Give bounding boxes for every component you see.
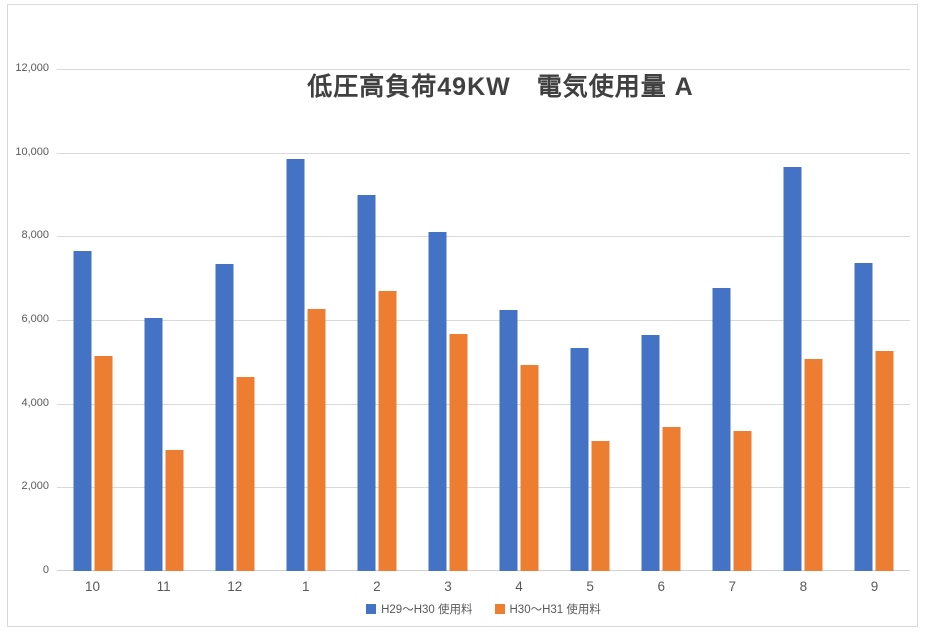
bar-series-2 [520, 364, 539, 571]
bar-series-2 [733, 431, 752, 571]
bar-group [428, 69, 468, 571]
bar-series-2 [378, 291, 397, 571]
bar-series-1 [641, 335, 660, 571]
legend-swatch-icon [366, 604, 377, 614]
bar-group [286, 69, 326, 571]
y-axis-tick-label: 0 [42, 564, 49, 576]
y-axis-tick-label: 6,000 [21, 313, 49, 325]
gridline [57, 487, 910, 489]
x-axis-category-label: 4 [515, 579, 523, 594]
bar-series-2 [449, 334, 468, 571]
bar-series-2 [236, 377, 255, 571]
chart-frame: 低圧高負荷49KW 電気使用量 A 0 2,000 4,000 6,000 8,000 1… [7, 4, 918, 627]
bar-series-1 [73, 250, 92, 571]
bar-series-1 [712, 287, 731, 571]
x-axis-category-label: 11 [156, 579, 171, 594]
legend-swatch-icon [494, 604, 505, 614]
x-axis-category-label: 5 [586, 579, 594, 594]
bar-series-1 [144, 317, 163, 571]
legend: H29～H30 使用料 H30～H31 使用料 [57, 601, 910, 617]
x-axis-category-label: 9 [870, 579, 879, 594]
bar-series-2 [662, 426, 681, 571]
legend-item-series-2: H30～H31 使用料 [494, 601, 601, 617]
y-axis: 0 2,000 4,000 6,000 8,000 10,000 12,000 [8, 62, 49, 576]
x-axis-category-label: 12 [227, 579, 243, 594]
bar-group [499, 69, 539, 571]
x-axis-line [57, 570, 910, 571]
bar-group [854, 69, 894, 571]
x-axis: 10 11 12 1 2 3 4 5 6 7 8 9 [57, 579, 910, 597]
gridline [57, 152, 910, 154]
gridline [57, 403, 910, 405]
gridline [57, 320, 910, 321]
y-axis-tick-label: 12,000 [15, 62, 49, 74]
bar-series-2 [804, 358, 823, 571]
bar-series-1 [215, 264, 234, 571]
x-axis-category-label: 3 [444, 579, 452, 594]
gridline [57, 69, 910, 70]
bar-group [712, 69, 752, 571]
bar-series-1 [286, 159, 305, 571]
legend-label: H29～H30 使用料 [381, 604, 473, 616]
legend-label: H30～H31 使用料 [509, 604, 601, 616]
y-axis-tick-label: 8,000 [21, 229, 49, 242]
bar-series-2 [165, 449, 184, 571]
bar-group [215, 69, 255, 571]
x-axis-category-label: 10 [85, 579, 101, 594]
y-axis-tick-label: 4,000 [21, 396, 49, 409]
bar-series-1 [428, 232, 447, 571]
x-axis-category-label: 2 [373, 579, 381, 594]
legend-item-series-1: H29～H30 使用料 [366, 601, 473, 617]
bar-series-2 [591, 441, 610, 571]
y-axis-tick-label: 10,000 [15, 145, 49, 158]
x-axis-category-label: 1 [302, 579, 310, 594]
bar-series-2 [94, 356, 113, 571]
bar-series-2 [875, 351, 894, 571]
bar-series-1 [570, 348, 589, 571]
gridline [57, 236, 910, 238]
chart-title: 低圧高負荷49KW 電気使用量 A [307, 73, 694, 101]
bar-group [357, 69, 397, 571]
y-axis-tick-label: 2,000 [21, 480, 49, 493]
bar-group [783, 69, 823, 571]
bar-series-1 [499, 309, 518, 571]
bar-group [570, 69, 610, 571]
bar-series-1 [854, 262, 873, 571]
x-axis-category-label: 7 [728, 579, 737, 594]
x-axis-category-label: 6 [657, 579, 665, 594]
bar-series-2 [307, 308, 326, 571]
bar-group [641, 69, 681, 571]
bar-group [144, 69, 184, 571]
bar-series-1 [783, 166, 802, 571]
x-axis-category-label: 8 [799, 579, 808, 594]
bar-group [73, 69, 113, 571]
plot-area [57, 69, 910, 571]
bar-series-1 [357, 195, 376, 571]
